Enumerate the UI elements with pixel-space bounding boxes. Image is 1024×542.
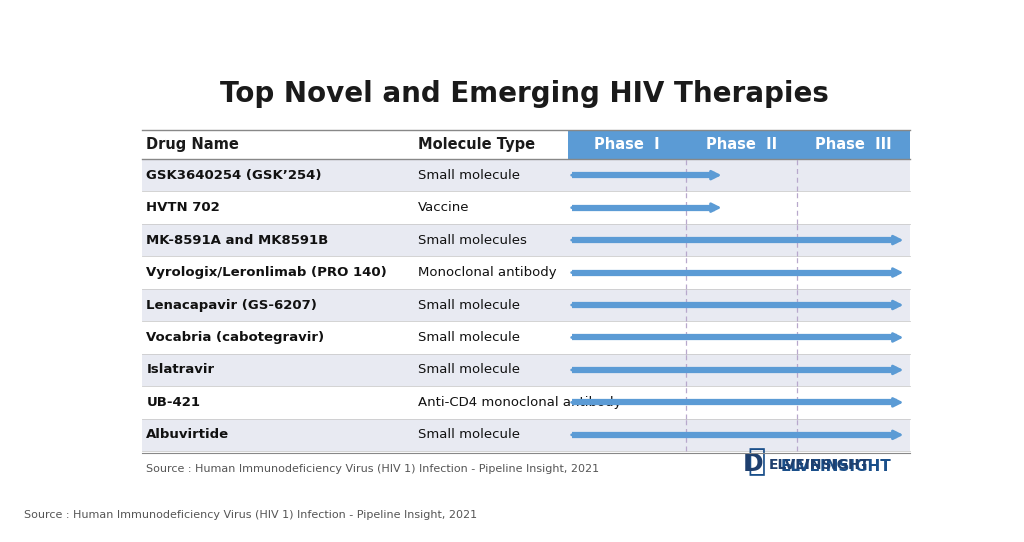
Bar [568, 130, 909, 159]
Text: MK-8591A and MK8591B: MK-8591A and MK8591B [146, 234, 329, 247]
Bar [568, 256, 909, 289]
Bar [568, 159, 909, 191]
Text: Albuvirtide: Albuvirtide [146, 428, 229, 441]
Bar [568, 289, 909, 321]
Text: Small molecule: Small molecule [418, 299, 519, 312]
Bar [142, 256, 909, 289]
Text: Lenacapavir (GS-6207): Lenacapavir (GS-6207) [146, 299, 317, 312]
Text: Anti-CD4 monoclonal antibody: Anti-CD4 monoclonal antibody [418, 396, 622, 409]
Bar [142, 289, 909, 321]
Text: D: D [743, 452, 764, 476]
Bar [142, 224, 909, 256]
Text: Phase  I: Phase I [594, 137, 660, 152]
Text: Vyrologix/Leronlimab (PRO 140): Vyrologix/Leronlimab (PRO 140) [146, 266, 387, 279]
Text: Monoclonal antibody: Monoclonal antibody [418, 266, 556, 279]
Text: UB-421: UB-421 [146, 396, 201, 409]
Bar [142, 321, 909, 354]
Bar [142, 130, 568, 159]
Text: Source : Human Immunodeficiency Virus (HIV 1) Infection - Pipeline Insight, 2021: Source : Human Immunodeficiency Virus (H… [146, 464, 599, 474]
Text: Islatravir: Islatravir [146, 364, 214, 377]
Bar [568, 191, 909, 224]
Bar [568, 386, 909, 418]
Bar [142, 354, 909, 386]
Text: HVTN 702: HVTN 702 [146, 201, 220, 214]
Bar [142, 191, 909, 224]
Text: GSK3640254 (GSK’254): GSK3640254 (GSK’254) [146, 169, 322, 182]
Bar [142, 386, 909, 418]
Bar [568, 354, 909, 386]
Text: Vocabria (cabotegravir): Vocabria (cabotegravir) [146, 331, 325, 344]
Text: Phase  III: Phase III [815, 137, 892, 152]
Text: Small molecules: Small molecules [418, 234, 526, 247]
Text: ELVEINSIGHT: ELVEINSIGHT [780, 459, 891, 474]
Text: Top Novel and Emerging HIV Therapies: Top Novel and Emerging HIV Therapies [220, 80, 829, 108]
Bar [568, 224, 909, 256]
Text: ⓓ: ⓓ [748, 447, 765, 476]
Text: Phase  II: Phase II [706, 137, 777, 152]
Text: Molecule Type: Molecule Type [418, 137, 535, 152]
Bar [568, 418, 909, 451]
Text: Drug Name: Drug Name [146, 137, 240, 152]
Text: Small molecule: Small molecule [418, 428, 519, 441]
Bar [142, 159, 909, 191]
Text: Source : Human Immunodeficiency Virus (HIV 1) Infection - Pipeline Insight, 2021: Source : Human Immunodeficiency Virus (H… [24, 511, 477, 520]
Bar [568, 321, 909, 354]
Text: Small molecule: Small molecule [418, 169, 519, 182]
Text: Small molecule: Small molecule [418, 364, 519, 377]
Text: ELVEINSIGHT: ELVEINSIGHT [769, 458, 870, 472]
Text: Vaccine: Vaccine [418, 201, 469, 214]
Text: Small molecule: Small molecule [418, 331, 519, 344]
Bar [142, 418, 909, 451]
